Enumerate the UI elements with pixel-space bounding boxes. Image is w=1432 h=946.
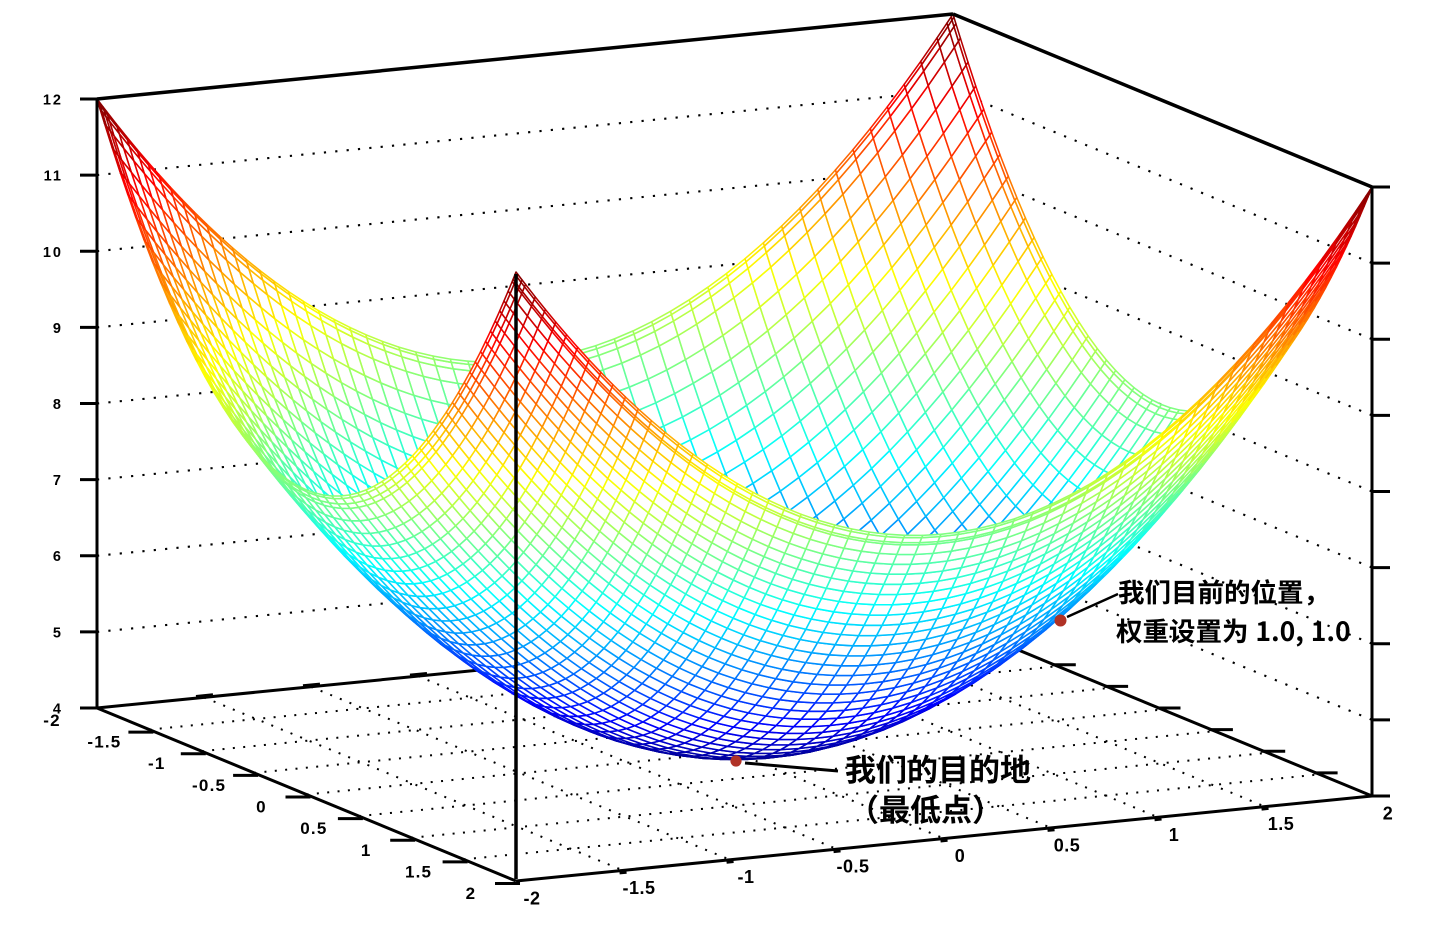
svg-text:10: 10 xyxy=(43,245,63,261)
svg-text:9: 9 xyxy=(53,321,63,337)
svg-text:0: 0 xyxy=(955,846,966,866)
svg-text:0: 0 xyxy=(256,798,267,817)
svg-text:0.5: 0.5 xyxy=(1054,835,1081,855)
svg-text:7: 7 xyxy=(53,473,63,489)
svg-text:-0.5: -0.5 xyxy=(836,857,869,877)
svg-text:5: 5 xyxy=(53,625,63,641)
svg-text:-2: -2 xyxy=(523,889,540,909)
svg-text:-1: -1 xyxy=(148,754,166,773)
svg-text:1.5: 1.5 xyxy=(1268,814,1295,834)
svg-text:4: 4 xyxy=(53,702,63,718)
svg-text:2: 2 xyxy=(1383,804,1394,824)
svg-text:11: 11 xyxy=(44,169,63,185)
svg-text:-2: -2 xyxy=(43,711,61,730)
svg-text:1: 1 xyxy=(361,841,372,860)
svg-text:-1.5: -1.5 xyxy=(87,733,121,752)
svg-text:2: 2 xyxy=(466,884,477,903)
svg-text:0.5: 0.5 xyxy=(300,819,327,838)
svg-text:-1.5: -1.5 xyxy=(622,878,655,898)
svg-text:1.5: 1.5 xyxy=(405,862,432,881)
svg-text:-1: -1 xyxy=(737,867,754,887)
svg-text:6: 6 xyxy=(53,549,63,565)
svg-text:1: 1 xyxy=(1169,825,1180,845)
svg-text:12: 12 xyxy=(43,93,63,109)
svg-text:-0.5: -0.5 xyxy=(192,776,226,795)
svg-text:8: 8 xyxy=(53,397,63,413)
